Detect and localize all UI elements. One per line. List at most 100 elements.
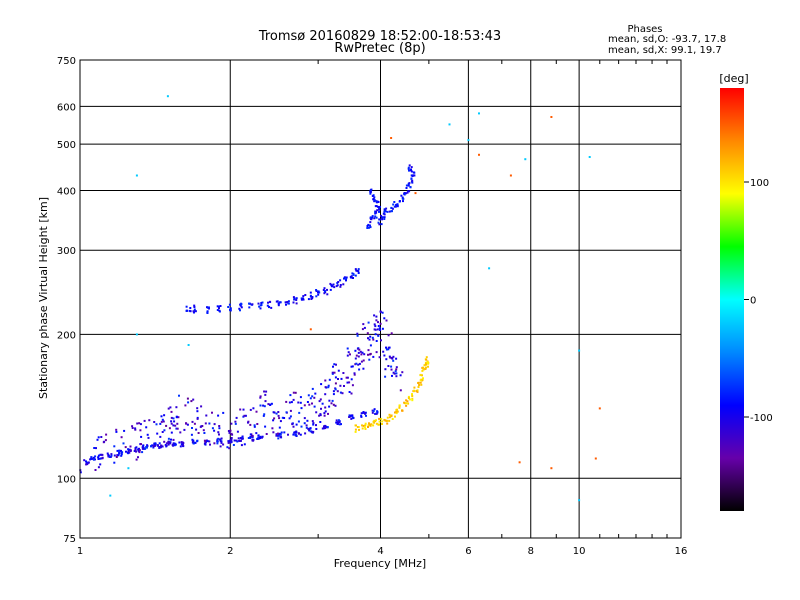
data-point	[229, 307, 232, 310]
data-point	[185, 422, 188, 425]
data-point	[97, 466, 100, 469]
data-point	[85, 461, 88, 464]
data-point	[172, 438, 175, 441]
data-point	[391, 374, 393, 377]
data-point	[287, 433, 289, 436]
data-point	[96, 438, 99, 441]
data-point	[350, 275, 353, 278]
data-point	[295, 302, 298, 305]
data-point	[219, 440, 222, 443]
data-point	[289, 409, 292, 412]
data-point	[396, 408, 398, 411]
data-point	[404, 192, 407, 195]
data-point	[370, 423, 373, 426]
data-point	[174, 424, 177, 427]
data-point	[398, 406, 401, 409]
x-tick-label: 4	[377, 546, 383, 557]
y-tick-label: 500	[57, 140, 76, 151]
data-point	[194, 310, 197, 313]
data-point	[353, 372, 356, 375]
data-point	[182, 445, 185, 448]
data-point	[265, 433, 268, 435]
data-point	[170, 416, 173, 419]
data-point	[402, 200, 404, 203]
data-point	[183, 428, 186, 431]
data-point	[405, 187, 408, 189]
data-point	[93, 447, 96, 449]
data-point	[335, 363, 337, 366]
data-point	[372, 410, 375, 412]
data-point	[388, 413, 391, 416]
data-point	[196, 440, 199, 443]
data-point	[259, 307, 262, 310]
data-point	[354, 428, 357, 431]
data-point	[312, 423, 315, 426]
data-point	[203, 439, 206, 442]
data-point	[409, 186, 412, 189]
data-point	[383, 210, 386, 213]
data-point	[187, 401, 190, 404]
data-point	[331, 399, 334, 402]
data-point	[324, 424, 327, 427]
data-point	[230, 432, 233, 435]
data-point	[416, 389, 419, 392]
data-point	[193, 306, 196, 308]
data-point	[426, 361, 429, 364]
data-point	[152, 445, 155, 448]
y-tick-label: 300	[57, 246, 76, 257]
data-point	[342, 283, 345, 286]
data-point	[230, 437, 233, 439]
data-point	[369, 424, 372, 427]
data-point	[347, 351, 350, 354]
data-point	[378, 327, 381, 330]
data-point	[375, 200, 378, 203]
data-point	[160, 415, 163, 418]
data-point	[419, 381, 422, 384]
x-axis-label: Frequency [MHz]	[334, 557, 426, 570]
data-point	[368, 423, 371, 426]
data-point	[191, 420, 194, 423]
chart-title: Tromsø 20160829 18:52:00-18:53:43	[258, 29, 501, 44]
data-point	[357, 355, 360, 358]
data-point	[346, 354, 349, 357]
data-point	[401, 197, 404, 200]
data-point	[272, 431, 275, 434]
colorbar	[720, 88, 744, 511]
data-point	[260, 302, 263, 304]
data-point	[194, 441, 197, 444]
data-point	[208, 422, 211, 425]
data-point	[289, 394, 292, 397]
data-point	[598, 407, 601, 410]
data-point	[309, 328, 312, 331]
data-point	[411, 393, 413, 396]
data-point	[99, 457, 102, 460]
data-point	[383, 208, 386, 211]
data-point	[211, 427, 214, 430]
data-point	[79, 471, 82, 474]
data-point	[94, 458, 96, 461]
data-point	[406, 400, 409, 403]
data-point	[239, 309, 241, 312]
data-point	[110, 454, 113, 457]
data-point	[408, 169, 410, 172]
x-tick-label: 2	[227, 546, 233, 557]
data-point	[161, 431, 164, 433]
data-point	[277, 302, 280, 305]
data-point	[385, 358, 388, 361]
data-point	[295, 297, 298, 300]
data-point	[263, 413, 266, 416]
data-point	[369, 190, 372, 193]
data-point	[148, 419, 151, 422]
data-point	[181, 441, 184, 444]
data-point	[396, 410, 399, 413]
colorbar-label: [deg]	[719, 72, 748, 85]
data-point	[170, 431, 173, 434]
data-point	[390, 332, 393, 335]
data-point	[175, 406, 178, 409]
data-point	[280, 431, 283, 434]
data-point	[396, 205, 399, 208]
data-point	[193, 308, 196, 311]
data-point	[395, 357, 398, 360]
data-point	[220, 437, 223, 440]
